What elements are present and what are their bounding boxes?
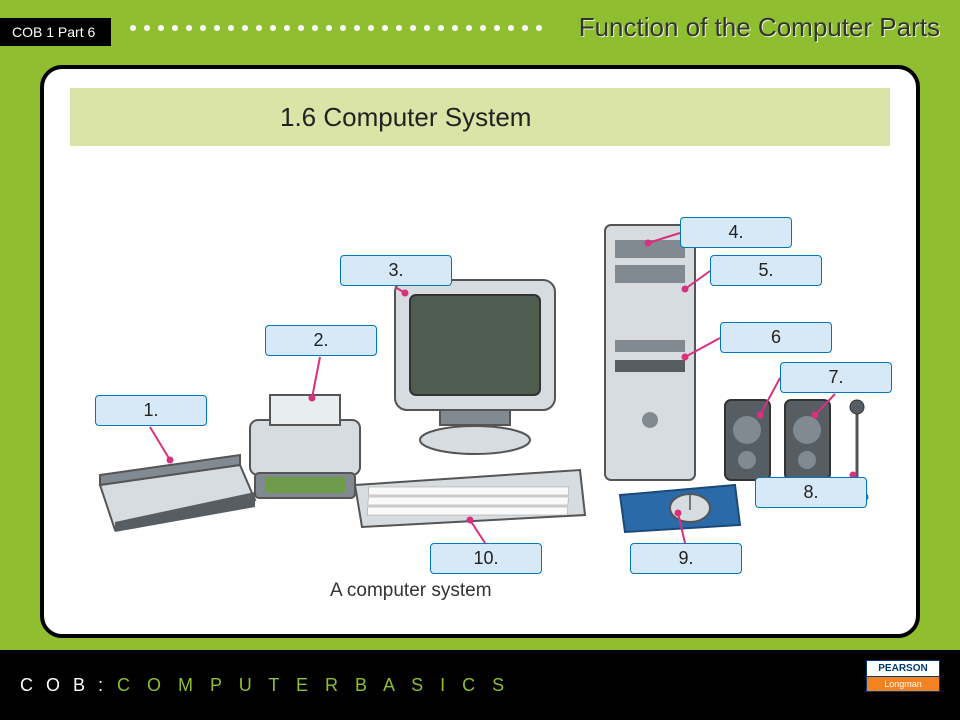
callout-2: 2. [265, 325, 377, 356]
callout-7: 7. [780, 362, 892, 393]
publisher-logo: PEARSON Longman [866, 660, 940, 708]
diagram-caption: A computer system [330, 580, 492, 602]
footer-prefix: C O B : [20, 675, 107, 696]
callout-8: 8. [755, 477, 867, 508]
callout-1: 1. [95, 395, 207, 426]
callout-3: 3. [340, 255, 452, 286]
breadcrumb: COB 1 Part 6 [0, 18, 111, 46]
callout-4: 4. [680, 217, 792, 248]
speakers-icon [720, 390, 840, 490]
footer-bar: C O B : C O M P U T E R B A S I C S [0, 650, 960, 720]
callout-6: 6 [720, 322, 832, 353]
page-title: Function of the Computer Parts [579, 12, 940, 43]
keyboard-icon [350, 465, 590, 530]
logo-pearson: PEARSON [866, 660, 940, 677]
tower-icon [600, 220, 705, 485]
callout-9: 9. [630, 543, 742, 574]
dots-decoration [130, 25, 542, 31]
callout-10: 10. [430, 543, 542, 574]
monitor-icon [380, 270, 570, 460]
mouse-icon [615, 480, 745, 535]
logo-longman: Longman [866, 677, 940, 692]
diagram-area: 1. 2. 3. 4. 5. 6 7. 8. 9. 10. A computer system [60, 165, 900, 620]
section-title: 1.6 Computer System [70, 88, 890, 146]
footer-text: C O M P U T E R B A S I C S [117, 675, 510, 696]
callout-5: 5. [710, 255, 822, 286]
